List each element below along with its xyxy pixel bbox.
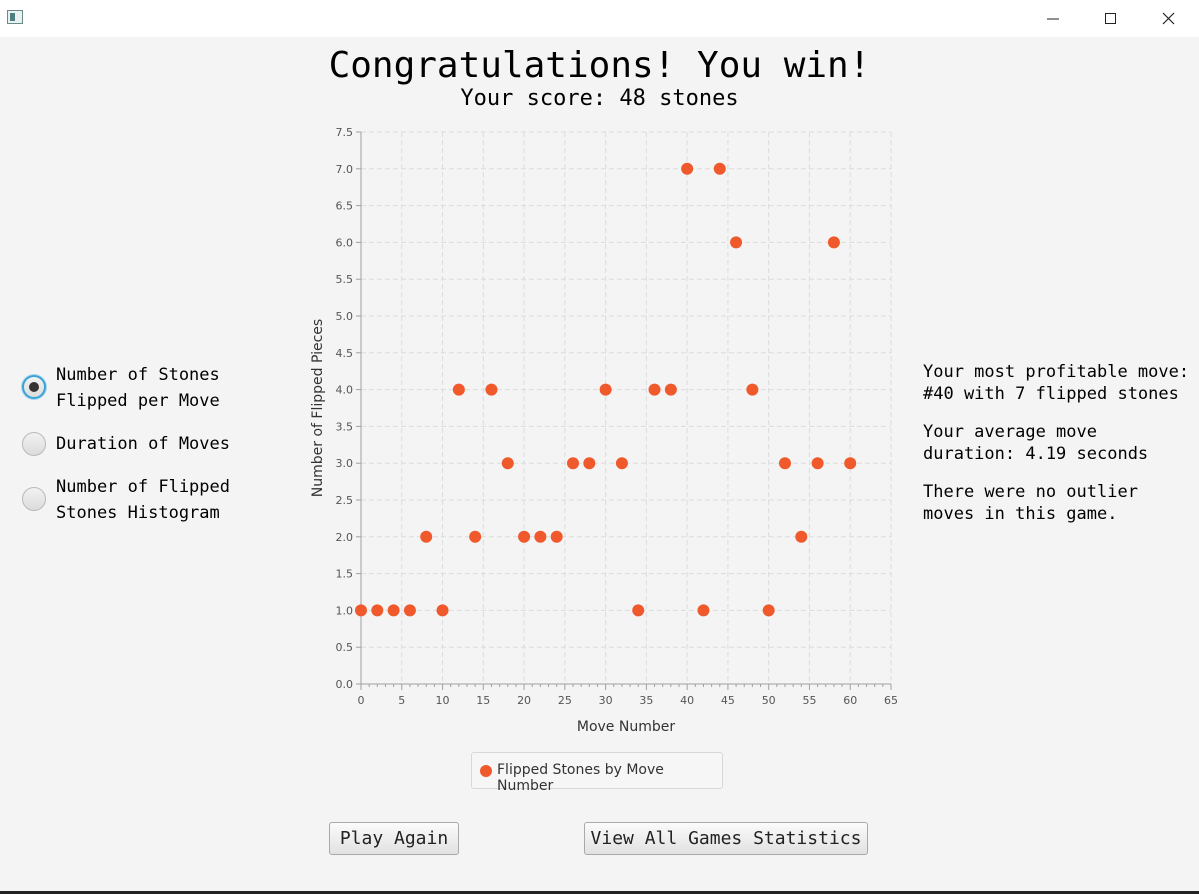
x-tick-label: 50 — [762, 694, 776, 707]
radio-label: Number of Flipped Stones Histogram — [56, 477, 230, 523]
data-point — [420, 530, 433, 543]
data-point — [697, 604, 710, 617]
data-point — [599, 383, 612, 396]
radio-stones-flipped[interactable]: Number of Stones Flipped per Move — [22, 362, 282, 414]
legend-label: Flipped Stones by Move Number — [497, 762, 664, 794]
data-point — [779, 457, 791, 470]
y-tick-label: 1.5 — [336, 568, 354, 581]
y-tick-label: 4.0 — [336, 384, 354, 397]
data-point — [746, 383, 759, 396]
data-point — [632, 604, 645, 617]
y-tick-label: 1.0 — [336, 604, 354, 617]
radio-histogram[interactable]: Number of Flipped Stones Histogram — [22, 474, 282, 526]
x-tick-label: 55 — [802, 694, 816, 707]
data-point — [795, 530, 808, 543]
radio-button[interactable] — [22, 487, 46, 511]
data-point — [681, 162, 694, 175]
data-point — [534, 530, 547, 543]
y-tick-label: 4.5 — [336, 347, 354, 360]
data-point — [827, 236, 840, 249]
view-all-stats-button[interactable]: View All Games Statistics — [584, 822, 868, 855]
close-icon — [1162, 12, 1175, 25]
x-tick-label: 40 — [680, 694, 694, 707]
scatter-chart: 0 5 10 15 20 25 30 35 40 45 50 55 60 65 0.0 0.5 1.0 1.5 2.… — [310, 126, 898, 735]
minimize-icon — [1047, 18, 1059, 20]
close-button[interactable] — [1140, 0, 1198, 37]
data-point — [501, 457, 514, 470]
chart-type-radio-group: Number of Stones Flipped per Move Durati… — [22, 362, 282, 543]
maximize-button[interactable] — [1082, 0, 1140, 37]
data-point — [583, 457, 596, 470]
outliers-text: There were no outlier moves in this game… — [923, 482, 1138, 524]
data-point — [403, 604, 416, 617]
x-tick-label: 10 — [436, 694, 450, 707]
stats-panel: Your most profitable move: #40 with 7 fl… — [923, 361, 1193, 541]
chart-legend: Flipped Stones by Move Number — [471, 752, 723, 794]
app-icon — [7, 10, 23, 24]
data-point — [452, 383, 465, 396]
average-duration-text: Your average move duration: 4.19 seconds — [923, 422, 1149, 464]
data-point — [469, 530, 482, 543]
x-tick-label: 65 — [884, 694, 898, 707]
x-tick-label: 0 — [358, 694, 365, 707]
minimize-button[interactable] — [1024, 0, 1082, 37]
x-tick-label: 15 — [476, 694, 490, 707]
x-tick-label: 35 — [639, 694, 653, 707]
data-point — [436, 604, 449, 617]
x-tick-label: 30 — [599, 694, 613, 707]
radio-button[interactable] — [22, 432, 46, 456]
x-axis-label: Move Number — [577, 719, 675, 735]
data-point — [844, 457, 857, 470]
y-tick-label: 0.0 — [336, 678, 354, 691]
y-tick-label: 7.5 — [336, 126, 354, 139]
window-bottom-border — [0, 891, 1199, 894]
x-tick-label: 25 — [558, 694, 572, 707]
data-point — [648, 383, 661, 396]
radio-move-duration[interactable]: Duration of Moves — [22, 431, 282, 457]
y-tick-label: 2.0 — [336, 531, 354, 544]
data-point — [664, 383, 677, 396]
data-point — [518, 530, 531, 543]
radio-label: Duration of Moves — [56, 434, 230, 454]
data-point — [811, 457, 824, 470]
most-profitable-move-text: Your most profitable move: #40 with 7 fl… — [923, 362, 1190, 404]
page-title: Congratulations! You win! — [328, 45, 871, 86]
y-tick-label: 3.5 — [336, 420, 354, 433]
legend-marker — [480, 765, 492, 777]
play-again-button[interactable]: Play Again — [329, 822, 459, 855]
y-axis-label: Number of Flipped Pieces — [310, 319, 326, 497]
y-tick-label: 3.0 — [336, 457, 354, 470]
y-tick-label: 5.5 — [336, 273, 354, 286]
y-tick-label: 7.0 — [336, 163, 354, 176]
data-point — [355, 604, 367, 617]
y-tick-label: 5.0 — [336, 310, 354, 323]
y-tick-label: 2.5 — [336, 494, 354, 507]
data-point — [713, 162, 726, 175]
maximize-icon — [1105, 13, 1116, 24]
data-point — [615, 457, 628, 470]
data-point — [730, 236, 743, 249]
x-tick-label: 20 — [517, 694, 531, 707]
data-point — [371, 604, 384, 617]
data-point — [485, 383, 498, 396]
data-point — [550, 530, 563, 543]
title-bar — [0, 0, 1199, 37]
score-text: Your score: 48 stones — [460, 86, 739, 111]
x-tick-label: 5 — [398, 694, 405, 707]
y-tick-label: 6.5 — [336, 200, 354, 213]
data-point — [762, 604, 775, 617]
x-tick-label: 45 — [721, 694, 735, 707]
data-point — [387, 604, 400, 617]
radio-button-selected[interactable] — [22, 375, 46, 399]
radio-label: Number of Stones Flipped per Move — [56, 365, 220, 411]
data-point — [567, 457, 579, 470]
y-tick-label: 6.0 — [336, 236, 354, 249]
y-tick-label: 0.5 — [336, 641, 354, 654]
x-tick-label: 60 — [843, 694, 857, 707]
